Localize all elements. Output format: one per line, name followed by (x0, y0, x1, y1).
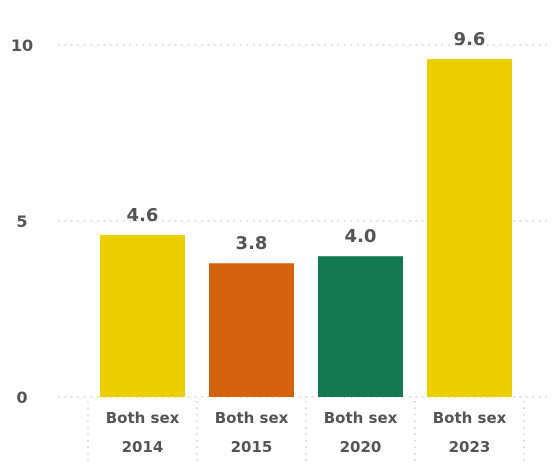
data-labels: 4.6 3.8 4.0 9.6 (127, 29, 486, 254)
y-tick-label: 0 (16, 388, 27, 407)
category-label: 2015 (231, 438, 273, 456)
category-label: Both sex (215, 409, 289, 427)
bar-both-sex-2023 (427, 59, 512, 397)
category-label: Both sex (324, 409, 398, 427)
category-label: Both sex (106, 409, 180, 427)
y-tick-label: 10 (11, 36, 33, 55)
data-label: 3.8 (236, 233, 268, 254)
bar-both-sex-2020 (318, 256, 403, 397)
category-label: 2023 (449, 438, 491, 456)
data-label: 4.0 (345, 226, 377, 247)
category-labels: Both sex 2014 Both sex 2015 Both sex 2020 Both… (106, 409, 507, 456)
category-label: 2020 (340, 438, 382, 456)
data-label: 9.6 (454, 29, 486, 50)
data-label: 4.6 (127, 205, 159, 226)
bar-both-sex-2014 (100, 235, 185, 397)
bar-both-sex-2015 (209, 263, 294, 397)
y-axis-ticks: 0 5 10 (11, 36, 33, 407)
y-tick-label: 5 (16, 212, 27, 231)
category-label: 2014 (122, 438, 164, 456)
bars (100, 59, 512, 397)
category-label: Both sex (433, 409, 507, 427)
